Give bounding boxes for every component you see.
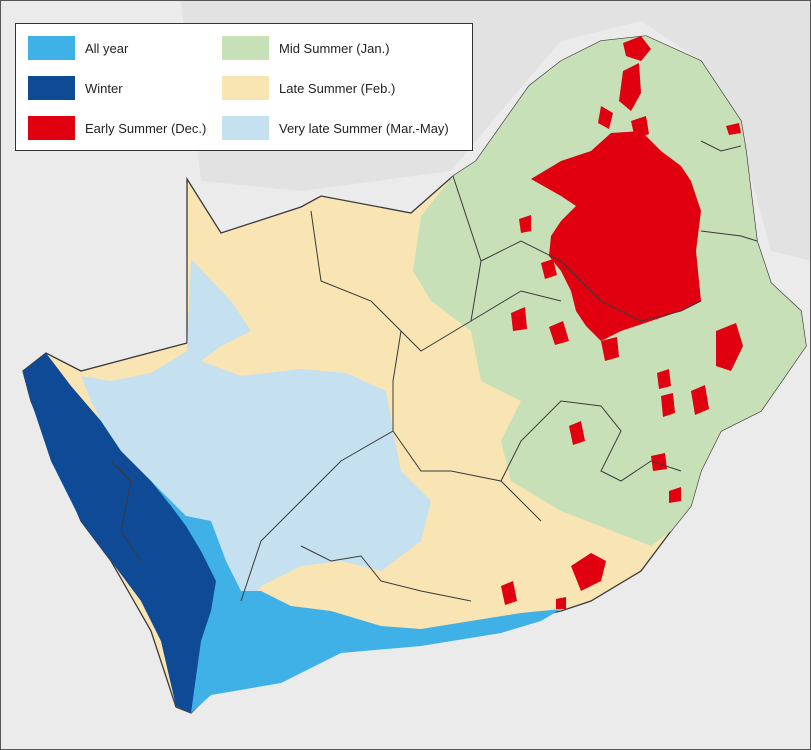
legend-swatch-all-year xyxy=(28,36,75,60)
region-all-year xyxy=(141,481,561,713)
legend-label-early-summer: Early Summer (Dec.) xyxy=(85,120,207,136)
legend-item-late-summer: Late Summer (Feb.) xyxy=(222,76,395,100)
legend-label-all-year: All year xyxy=(85,40,129,56)
legend-swatch-very-late-summer xyxy=(222,116,269,140)
legend-item-winter: Winter xyxy=(28,76,123,100)
legend-swatch-mid-summer xyxy=(222,36,269,60)
legend-swatch-early-summer xyxy=(28,116,75,140)
legend-item-early-summer: Early Summer (Dec.) xyxy=(28,116,206,140)
legend-item-very-late-summer: Very late Summer (Mar.-May) xyxy=(222,116,449,140)
legend-label-very-late-summer: Very late Summer (Mar.-May) xyxy=(279,120,449,136)
legend-swatch-winter xyxy=(28,76,75,100)
map-legend: All year Winter Early Summer (Dec.) Mid … xyxy=(15,23,473,151)
legend-item-all-year: All year xyxy=(28,36,128,60)
legend-label-winter: Winter xyxy=(85,80,123,96)
legend-label-late-summer: Late Summer (Feb.) xyxy=(279,80,396,96)
region-winter xyxy=(23,353,216,713)
region-very-late-summer xyxy=(81,259,431,611)
legend-swatch-late-summer xyxy=(222,76,269,100)
legend-item-mid-summer: Mid Summer (Jan.) xyxy=(222,36,390,60)
legend-label-mid-summer: Mid Summer (Jan.) xyxy=(279,40,390,56)
province-borders xyxy=(110,140,758,602)
region-early-summer xyxy=(501,36,743,609)
